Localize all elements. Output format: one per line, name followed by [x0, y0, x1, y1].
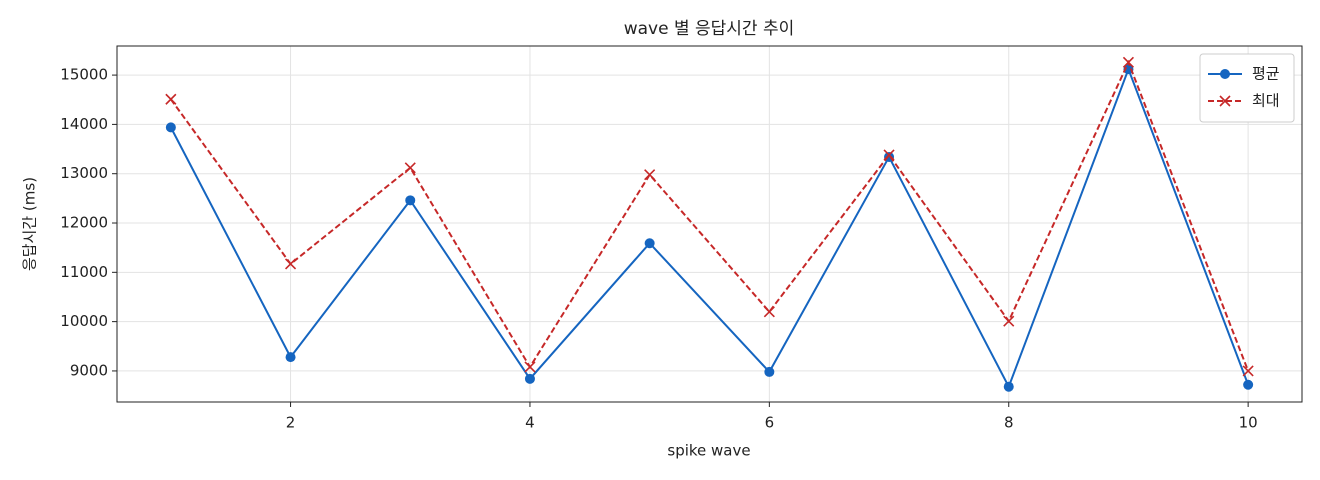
legend-box: [1199, 53, 1295, 123]
point: [1122, 56, 1135, 68]
y-tick-label: 10000: [60, 312, 108, 330]
y-tick-label: 9000: [70, 361, 108, 379]
legend-label: 최대: [1252, 92, 1280, 110]
point: [405, 195, 416, 206]
point: [644, 169, 656, 181]
point: [1003, 315, 1015, 327]
point: [165, 122, 176, 133]
y-tick-label: 12000: [60, 214, 108, 232]
point: [1123, 64, 1134, 75]
x-tick-label: 8: [1004, 414, 1014, 432]
y-tick-label: 14000: [60, 115, 108, 133]
y-tick-label: 15000: [60, 66, 108, 84]
point: [284, 258, 297, 270]
y-axis-label: 응답시간 (ms): [21, 177, 39, 271]
point: [165, 93, 177, 105]
legend-marker: [1219, 95, 1231, 107]
point: [883, 149, 895, 161]
legend-label: 평균: [1252, 65, 1280, 83]
point: [285, 352, 296, 363]
series-line: [169, 66, 1250, 390]
point: [764, 366, 775, 377]
x-tick-label: 6: [765, 414, 775, 432]
x-axis-label: spike wave: [667, 442, 750, 460]
point: [524, 373, 535, 384]
chart-title: wave 별 응답시간 추이: [624, 19, 795, 39]
x-tick-label: 2: [286, 414, 296, 432]
point: [763, 306, 775, 318]
point: [644, 238, 655, 249]
point: [404, 162, 416, 174]
legend-marker: [1220, 69, 1230, 79]
y-tick-label: 11000: [60, 263, 108, 281]
point: [524, 361, 536, 373]
point: [1243, 379, 1254, 390]
y-tick-label: 13000: [60, 164, 108, 182]
point: [1003, 381, 1014, 392]
point: [1242, 365, 1254, 377]
x-tick-label: 4: [525, 414, 535, 432]
x-tick-label: 10: [1239, 414, 1258, 432]
plot-frame: [116, 45, 1303, 403]
series-line: [170, 59, 1250, 372]
